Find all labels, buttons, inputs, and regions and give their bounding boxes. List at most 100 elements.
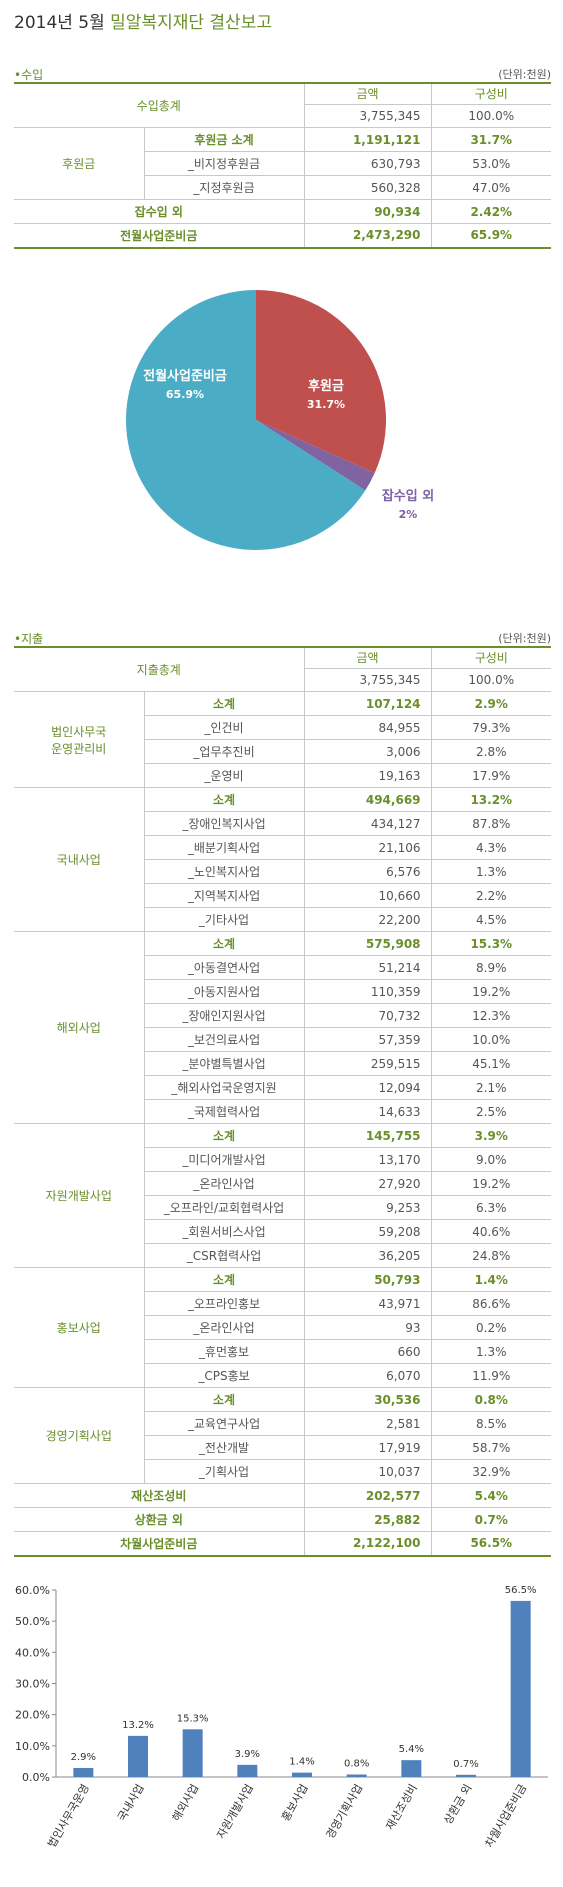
expense-extra-amount: 25,882 xyxy=(304,1507,432,1532)
expense-row-amount: 13,170 xyxy=(304,1147,432,1172)
expense-row-label: _교육연구사업 xyxy=(144,1411,305,1436)
expense-row-label: _운영비 xyxy=(144,763,305,788)
expense-row-ratio: 32.9% xyxy=(431,1459,552,1484)
expense-row: _아동결연사업 51,214 8.9% xyxy=(14,955,552,980)
pie-slice-percent: 65.9% xyxy=(166,388,204,401)
expense-row-ratio: 1.3% xyxy=(431,1339,552,1364)
expense-row: _분야별특별사업 259,515 45.1% xyxy=(14,1051,552,1076)
income-row-amount: 1,191,121 xyxy=(304,127,432,152)
expense-extra-row: 상환금 외 25,882 0.7% xyxy=(14,1507,552,1532)
expense-row: 법인사무국 운영관리비 소계 107,124 2.9% xyxy=(14,691,552,788)
expense-row-label: _노인복지사업 xyxy=(144,859,305,884)
bar-data-label: 2.9% xyxy=(71,1752,96,1763)
expense-row-amount: 10,660 xyxy=(304,883,432,908)
expense-row-amount: 660 xyxy=(304,1339,432,1364)
expense-extra-ratio: 5.4% xyxy=(431,1483,552,1508)
income-row: _지정후원금 560,328 47.0% xyxy=(14,175,552,200)
expense-row: _업무추진비 3,006 2.8% xyxy=(14,739,552,764)
bar-data-label: 56.5% xyxy=(505,1585,537,1596)
income-section-label: •수입 xyxy=(14,68,44,82)
income-ratio-header-cell: 구성비 100.0% xyxy=(431,82,552,128)
bar xyxy=(510,1600,531,1777)
x-category-label: 경영기획사업 xyxy=(324,1782,366,1841)
income-total-label: 수입총계 xyxy=(14,82,305,128)
expense-row-ratio: 2.8% xyxy=(431,739,552,764)
y-tick-label: 20.0% xyxy=(15,1709,50,1722)
expense-extra-amount: 202,577 xyxy=(304,1483,432,1508)
expense-row-amount: 107,124 xyxy=(304,691,432,716)
expense-row-ratio: 4.3% xyxy=(431,835,552,860)
income-extra-ratio: 65.9% xyxy=(431,223,552,249)
expense-row-label: _온라인사업 xyxy=(144,1315,305,1340)
income-row-amount: 630,793 xyxy=(304,151,432,176)
income-extra-label: 잡수입 외 xyxy=(14,199,305,224)
expense-row: _지역복지사업 10,660 2.2% xyxy=(14,883,552,908)
income-row-ratio: 31.7% xyxy=(431,127,552,152)
expense-group-label: 자원개발사업 xyxy=(14,1123,145,1268)
expense-row-ratio: 12.3% xyxy=(431,1003,552,1028)
x-category-label: 자원개발사업 xyxy=(214,1782,256,1841)
expense-row: _회원서비스사업 59,208 40.6% xyxy=(14,1219,552,1244)
expense-row: _보건의료사업 57,359 10.0% xyxy=(14,1027,552,1052)
page-title: 2014년 5월 밀알복지재단 결산보고 xyxy=(14,13,272,33)
expense-row-amount: 575,908 xyxy=(304,931,432,956)
expense-row-label: _분야별특별사업 xyxy=(144,1051,305,1076)
pie-slice-percent: 31.7% xyxy=(307,398,345,411)
pie-slice-label: 잡수입 외 xyxy=(382,488,434,504)
expense-row: _기타사업 22,200 4.5% xyxy=(14,907,552,932)
expense-group-label: 국내사업 xyxy=(14,787,145,932)
bar-data-label: 1.4% xyxy=(289,1757,314,1768)
bar xyxy=(292,1772,312,1777)
expense-row: _인건비 84,955 79.3% xyxy=(14,715,552,740)
expense-row-label: _온라인사업 xyxy=(144,1171,305,1196)
expense-row: 해외사업 소계 575,908 15.3% xyxy=(14,931,552,1124)
income-extra-amount: 2,473,290 xyxy=(304,223,432,249)
expense-row-ratio: 8.5% xyxy=(431,1411,552,1436)
expense-row-amount: 57,359 xyxy=(304,1027,432,1052)
income-amount-header-cell: 금액 3,755,345 xyxy=(304,82,432,128)
bar xyxy=(401,1760,422,1777)
expense-section-label: •지출 xyxy=(14,632,44,646)
expense-row-ratio: 24.8% xyxy=(431,1243,552,1268)
expense-row-amount: 259,515 xyxy=(304,1051,432,1076)
expense-row: _운영비 19,163 17.9% xyxy=(14,763,552,788)
expense-row-ratio: 86.6% xyxy=(431,1291,552,1316)
expense-row-ratio: 15.3% xyxy=(431,931,552,956)
income-total-amount: 3,755,345 xyxy=(359,109,421,123)
expense-row-ratio: 58.7% xyxy=(431,1435,552,1460)
expense-extra-label: 재산조성비 xyxy=(14,1483,305,1508)
expense-row: _온라인사업 27,920 19.2% xyxy=(14,1171,552,1196)
income-extra-row: 전월사업준비금 2,473,290 65.9% xyxy=(14,223,552,249)
expense-row-ratio: 19.2% xyxy=(431,1171,552,1196)
expense-row-amount: 3,006 xyxy=(304,739,432,764)
bar xyxy=(237,1764,258,1777)
expense-ratio-header: 구성비 xyxy=(431,648,552,669)
expense-row-amount: 30,536 xyxy=(304,1387,432,1412)
expense-total-ratio: 100.0% xyxy=(468,673,515,687)
expense-row: _기획사업 10,037 32.9% xyxy=(14,1459,552,1484)
expense-extra-label: 상환금 외 xyxy=(14,1507,305,1532)
expense-row-label: 소계 xyxy=(144,1123,305,1148)
expense-row-label: _미디어개발사업 xyxy=(144,1147,305,1172)
income-row-ratio: 47.0% xyxy=(431,175,552,200)
x-category-label: 차월사업준비금 xyxy=(483,1782,530,1850)
income-total-ratio: 100.0% xyxy=(468,109,515,123)
expense-amount-header: 금액 xyxy=(304,648,431,669)
expense-row-ratio: 2.9% xyxy=(431,691,552,716)
expense-row-ratio: 1.3% xyxy=(431,859,552,884)
expense-row-ratio: 11.9% xyxy=(431,1363,552,1388)
y-tick-label: 0.0% xyxy=(22,1771,50,1784)
expense-group-label: 홍보사업 xyxy=(14,1267,145,1388)
expense-row-amount: 14,633 xyxy=(304,1099,432,1124)
x-category-label: 상환금 외 xyxy=(441,1782,474,1827)
expense-row-label: 소계 xyxy=(144,931,305,956)
expense-amount-header-cell: 금액 3,755,345 xyxy=(304,646,432,692)
expense-ratio-header-cell: 구성비 100.0% xyxy=(431,646,552,692)
expense-row-label: _휴먼홍보 xyxy=(144,1339,305,1364)
expense-row: 자원개발사업 소계 145,755 3.9% xyxy=(14,1123,552,1268)
expense-row-label: 소계 xyxy=(144,691,305,716)
expense-row-ratio: 2.1% xyxy=(431,1075,552,1100)
expense-group-label: 경영기획사업 xyxy=(14,1387,145,1484)
expense-row: _노인복지사업 6,576 1.3% xyxy=(14,859,552,884)
income-row-label: _지정후원금 xyxy=(144,175,305,200)
